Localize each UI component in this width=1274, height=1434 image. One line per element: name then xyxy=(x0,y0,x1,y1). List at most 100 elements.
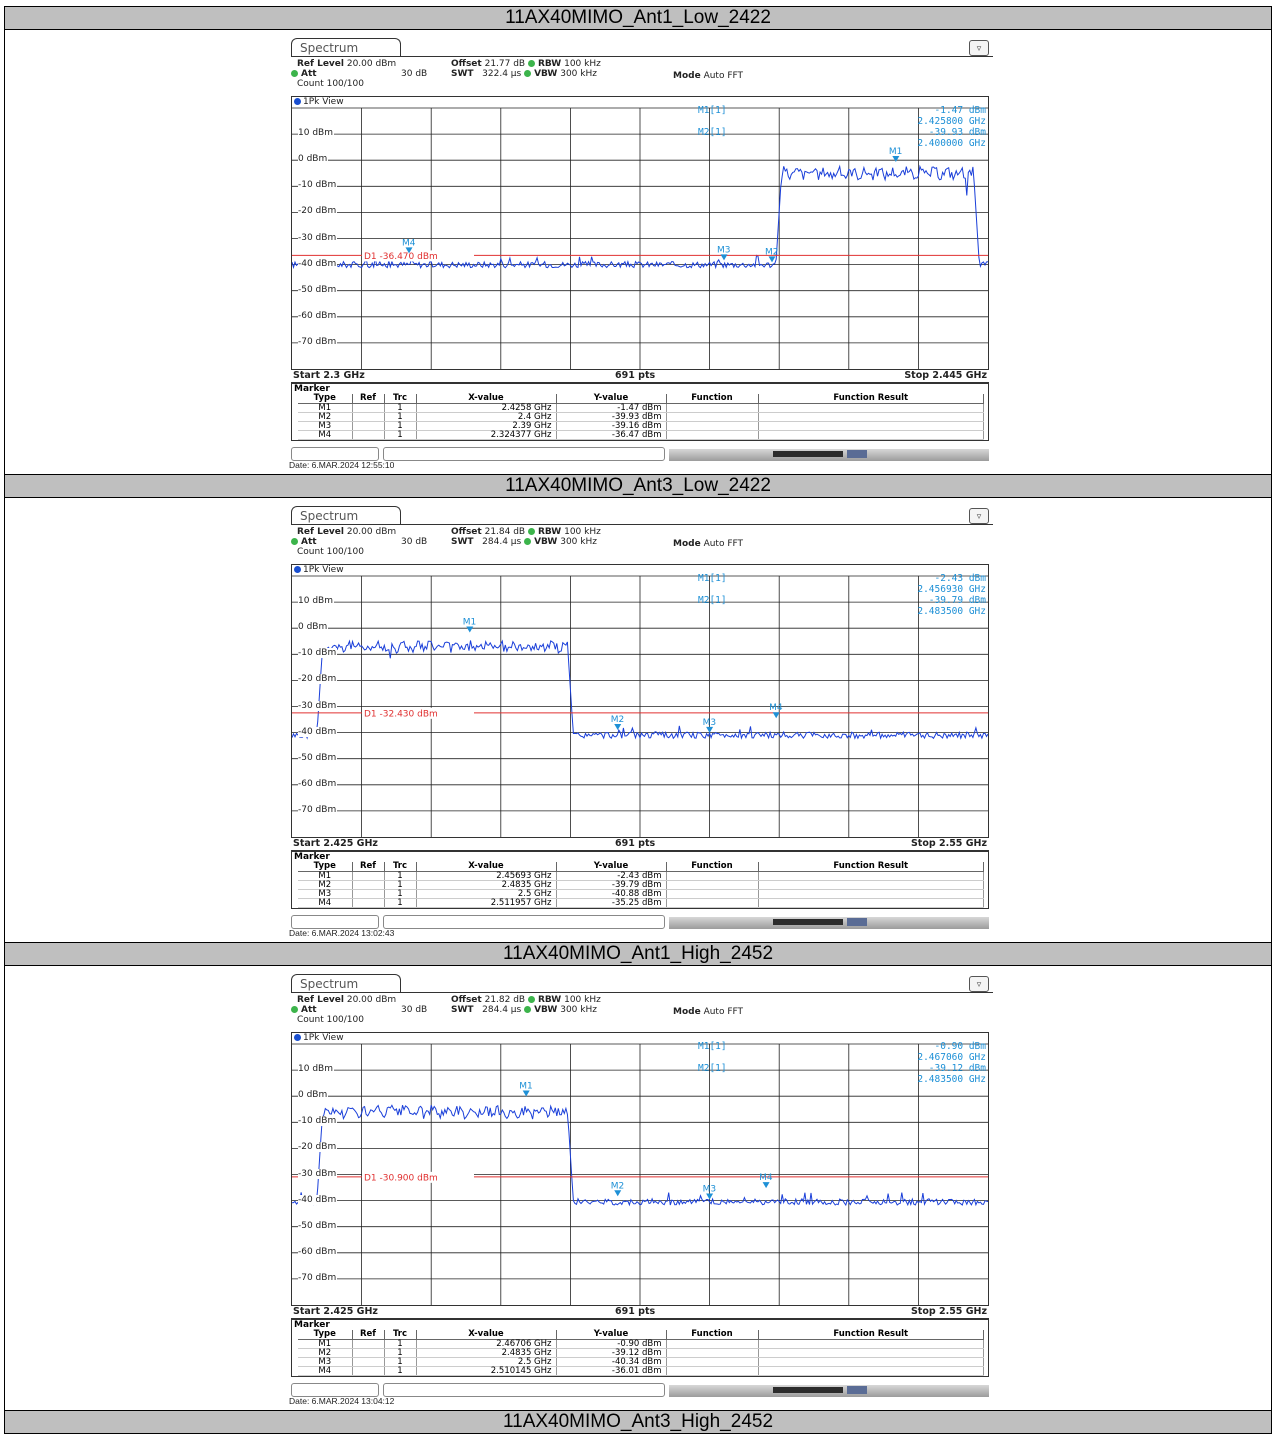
marker-column-header: Function xyxy=(666,394,759,404)
display-config-icon[interactable]: ▿ xyxy=(969,40,989,56)
y-tick-label: -30 dBm xyxy=(298,1168,338,1179)
rbw-value: 100 kHz xyxy=(564,995,601,1005)
marker-table-cell: 1 xyxy=(384,421,417,431)
spectrum-tab[interactable]: Spectrum xyxy=(291,38,401,56)
sweep-points: 691 pts xyxy=(615,1306,656,1317)
marker-table-cell: 1 xyxy=(384,880,417,890)
status-dot-icon xyxy=(527,528,535,535)
sweep-points: 691 pts xyxy=(615,838,656,849)
marker-table-cell xyxy=(666,1339,759,1349)
offset-label: Offset xyxy=(451,527,482,537)
marker-table-cell: 2.510145 GHz xyxy=(416,1366,557,1376)
m2-value: -39.12 dBm xyxy=(928,1063,986,1074)
spectrum-tab[interactable]: Spectrum xyxy=(291,506,401,524)
ref-level-value: 20.00 dBm xyxy=(346,59,397,69)
marker-title: Marker xyxy=(294,384,330,394)
tab-divider xyxy=(291,992,993,993)
marker-table: Type Ref Trc X-value Y-value Function Function… xyxy=(298,862,984,908)
swt-param: SWT 322.4 µs VBW 300 kHz xyxy=(451,69,597,79)
offset-param: Offset 21.77 dB RBW 100 kHz xyxy=(451,59,601,69)
view-text: 1Pk View xyxy=(303,565,344,575)
marker-column-header: Y-value xyxy=(556,1330,667,1340)
section-title: 11AX40MIMO_Ant3_Low_2422 xyxy=(5,475,1271,498)
marker-m2-label: M2 xyxy=(611,1181,625,1191)
stop-frequency: Stop 2.55 GHz xyxy=(910,1306,987,1317)
swt-value: 322.4 µs xyxy=(482,69,522,79)
marker-table-cell xyxy=(758,889,984,899)
y-tick-label: -10 dBm xyxy=(298,648,338,659)
marker-table: Type Ref Trc X-value Y-value Function Function… xyxy=(298,1330,984,1376)
ref-level-label: Ref Level xyxy=(297,995,344,1005)
ref-level-label: Ref Level xyxy=(297,59,344,69)
status-indicator xyxy=(847,918,867,926)
display-config-icon[interactable]: ▿ xyxy=(969,508,989,524)
marker-table-cell xyxy=(758,1339,984,1349)
spectrum-trace xyxy=(292,639,988,740)
marker-table-cell: -40.34 dBm xyxy=(556,1357,667,1367)
marker-column-header: Function xyxy=(666,1330,759,1340)
marker-table-panel: Marker Type Ref Trc X-value Y-value Function F… xyxy=(291,851,989,909)
mode-value: Auto FFT xyxy=(703,71,744,81)
vbw-label: VBW xyxy=(534,1005,558,1015)
marker-table-cell: 1 xyxy=(384,412,417,422)
marker-column-header: Y-value xyxy=(556,394,667,404)
section-ant3-high: 11AX40MIMO_Ant3_High_2452 xyxy=(5,1411,1271,1434)
marker-table-row: M2 1 2.4 GHz -39.93 dBm xyxy=(298,412,984,422)
offset-label: Offset xyxy=(451,59,482,69)
vbw-value: 300 kHz xyxy=(560,537,597,547)
y-tick-label: -50 dBm xyxy=(298,284,338,295)
marker-table-panel: Marker Type Ref Trc X-value Y-value Function F… xyxy=(291,383,989,441)
marker-table-cell: -36.01 dBm xyxy=(556,1366,667,1376)
att-value: 30 dB xyxy=(401,1005,428,1015)
trace-canvas: D1 -32.430 dBm M1 M2 M3 M4 xyxy=(292,575,988,837)
status-dot-icon xyxy=(291,70,298,77)
marker-table-cell: 2.39 GHz xyxy=(416,421,557,431)
marker-m4-label: M4 xyxy=(759,1173,773,1183)
marker-table-header: Type Ref Trc X-value Y-value Function Function… xyxy=(298,394,984,404)
marker-table-cell: 2.45693 GHz xyxy=(416,871,557,881)
stop-frequency: Stop 2.55 GHz xyxy=(910,838,987,849)
vbw-value: 300 kHz xyxy=(560,1005,597,1015)
marker-table-row: M2 1 2.4835 GHz -39.79 dBm xyxy=(298,880,984,890)
tab-divider xyxy=(291,524,993,525)
marker-table-cell: M3 xyxy=(298,421,353,431)
m1-tag: M1[1] xyxy=(698,573,727,584)
marker-table-cell xyxy=(352,430,385,440)
att-value: 30 dB xyxy=(401,69,428,79)
y-tick-label: -30 dBm xyxy=(298,232,338,243)
report-table: 11AX40MIMO_Ant1_Low_2422 Spectrum ▿ Ref … xyxy=(4,6,1272,1434)
ref-level-label: Ref Level xyxy=(297,527,344,537)
marker-table-cell: 1 xyxy=(384,1339,417,1349)
sweep-points: 691 pts xyxy=(615,370,656,381)
marker-table-cell: 2.4835 GHz xyxy=(416,1348,557,1358)
display-line-label-bg xyxy=(362,1171,474,1183)
y-tick-label: -30 dBm xyxy=(298,700,338,711)
section-body: Spectrum ▿ Ref Level 20.00 dBm Att 30 dB… xyxy=(5,966,1271,1411)
swt-param: SWT 284.4 µs VBW 300 kHz xyxy=(451,1005,597,1015)
status-dot-icon xyxy=(291,1006,298,1013)
trace-dot-icon xyxy=(294,98,301,105)
marker-table-cell xyxy=(666,1348,759,1358)
display-config-icon[interactable]: ▿ xyxy=(969,976,989,992)
marker-table-cell: M4 xyxy=(298,1366,353,1376)
display-line-label: D1 -36.470 dBm xyxy=(364,252,438,262)
marker-table-cell: 2.4835 GHz xyxy=(416,880,557,890)
section-body: Spectrum ▿ Ref Level 20.00 dBm Att 30 dB… xyxy=(5,30,1271,475)
section-title: 11AX40MIMO_Ant3_High_2452 xyxy=(5,1411,1271,1434)
spectrum-trace xyxy=(292,164,988,270)
marker-table-cell: 2.4258 GHz xyxy=(416,403,557,413)
m1-tag: M1[1] xyxy=(698,105,727,116)
marker-table-row: M1 1 2.4258 GHz -1.47 dBm xyxy=(298,403,984,413)
marker-table-cell xyxy=(352,403,385,413)
marker-m1-label: M1 xyxy=(889,147,903,157)
tab-divider xyxy=(291,56,993,57)
y-tick-label: -60 dBm xyxy=(298,1246,338,1257)
marker-column-header: Trc xyxy=(384,1330,417,1340)
spectrum-tab[interactable]: Spectrum xyxy=(291,974,401,992)
marker-table-cell xyxy=(758,421,984,431)
marker-table-row: M3 1 2.39 GHz -39.16 dBm xyxy=(298,421,984,431)
marker-table-cell: -39.79 dBm xyxy=(556,880,667,890)
count-label: Count 100/100 xyxy=(297,79,364,89)
mode-param: Mode Auto FFT xyxy=(673,1007,743,1017)
mode-param: Mode Auto FFT xyxy=(673,539,743,549)
